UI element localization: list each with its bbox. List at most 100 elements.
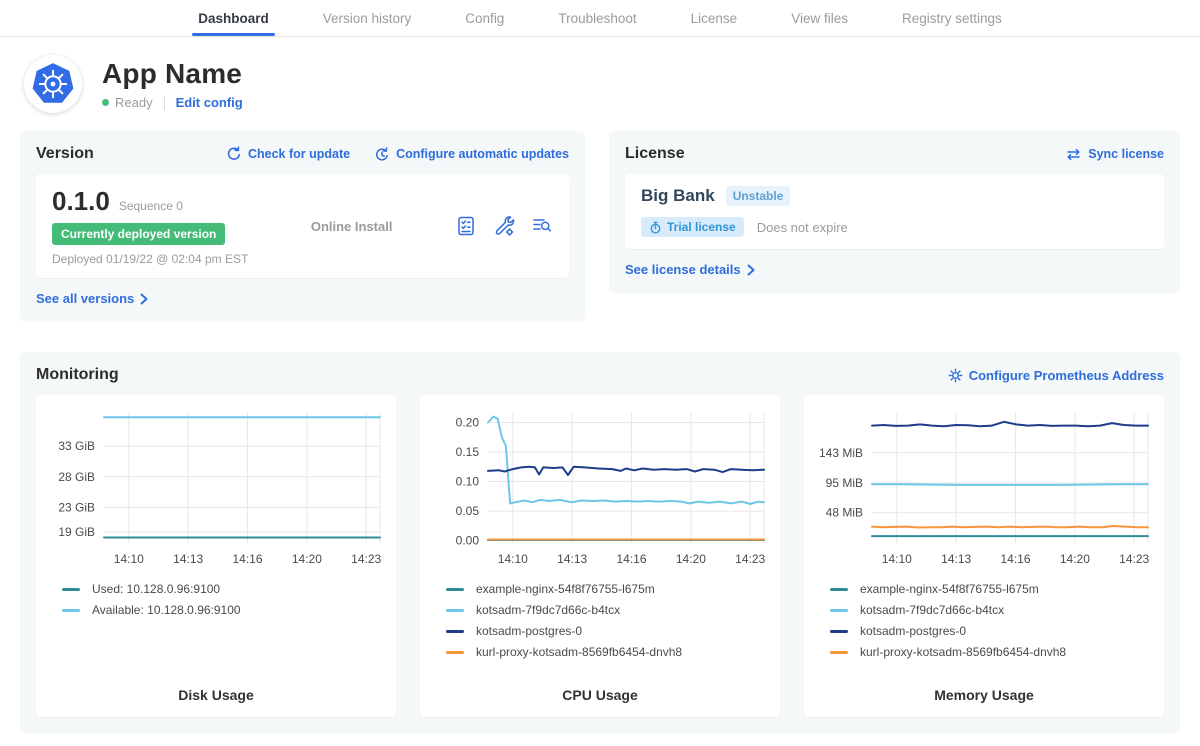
legend-label: Used: 10.128.0.96:9100 bbox=[92, 582, 220, 596]
top-navigation: Dashboard Version history Config Troublesho… bbox=[0, 0, 1200, 37]
check-for-update-button[interactable]: Check for update bbox=[226, 146, 350, 162]
install-type-label: Online Install bbox=[248, 219, 455, 234]
chart-card-disk-usage: 33 GiB28 GiB23 GiB19 GiB14:1014:1314:161… bbox=[36, 395, 396, 717]
legend-swatch bbox=[62, 609, 80, 612]
legend-label: example-nginx-54f8f76755-l675m bbox=[476, 582, 655, 596]
legend-swatch bbox=[830, 588, 848, 591]
svg-text:14:23: 14:23 bbox=[1119, 552, 1149, 566]
chart-card-memory-usage: 143 MiB95 MiB48 MiB14:1014:1314:1614:201… bbox=[804, 395, 1164, 717]
stopwatch-icon bbox=[649, 221, 662, 234]
license-type-badge: Trial license bbox=[641, 217, 744, 237]
monitoring-title: Monitoring bbox=[36, 366, 119, 384]
edit-config-wrench-icon[interactable] bbox=[493, 215, 515, 237]
tab-config[interactable]: Config bbox=[465, 0, 504, 36]
tab-license[interactable]: License bbox=[691, 0, 738, 36]
status-text: Ready bbox=[115, 95, 153, 110]
legend-item: Available: 10.128.0.96:9100 bbox=[62, 603, 386, 617]
chart-plot: 33 GiB28 GiB23 GiB19 GiB14:1014:1314:161… bbox=[46, 405, 386, 575]
svg-text:14:23: 14:23 bbox=[735, 552, 765, 566]
tab-version-history[interactable]: Version history bbox=[323, 0, 412, 36]
legend-label: kurl-proxy-kotsadm-8569fb6454-dnvh8 bbox=[860, 645, 1066, 659]
summary-cards-row: Version Check for update bbox=[20, 131, 1180, 322]
configure-prometheus-button[interactable]: Configure Prometheus Address bbox=[948, 368, 1164, 383]
chart-legend: example-nginx-54f8f76755-l675m kotsadm-7f… bbox=[430, 575, 770, 666]
version-sequence: Sequence 0 bbox=[119, 199, 183, 213]
app-logo bbox=[24, 55, 82, 113]
tab-view-files[interactable]: View files bbox=[791, 0, 848, 36]
configure-automatic-updates-button[interactable]: Configure automatic updates bbox=[374, 146, 569, 162]
svg-text:14:16: 14:16 bbox=[616, 552, 646, 566]
svg-text:0.20: 0.20 bbox=[456, 416, 480, 430]
chart-title: Disk Usage bbox=[46, 681, 386, 705]
see-all-versions-link[interactable]: See all versions bbox=[36, 291, 149, 306]
divider bbox=[164, 96, 165, 110]
legend-label: kotsadm-postgres-0 bbox=[476, 624, 582, 638]
version-card-title: Version bbox=[36, 145, 94, 163]
svg-text:0.15: 0.15 bbox=[456, 445, 480, 459]
svg-text:95 MiB: 95 MiB bbox=[826, 476, 863, 490]
license-card: License Sync license Big Bank Unstable bbox=[609, 131, 1180, 293]
svg-text:14:13: 14:13 bbox=[557, 552, 587, 566]
see-license-details-link[interactable]: See license details bbox=[625, 262, 756, 277]
refresh-icon bbox=[226, 146, 242, 162]
legend-item: kotsadm-7f9dc7d66c-b4tcx bbox=[830, 603, 1154, 617]
svg-text:14:10: 14:10 bbox=[498, 552, 528, 566]
app-header: App Name Ready Edit config bbox=[24, 55, 1180, 113]
license-panel: Big Bank Unstable Trial license Does not… bbox=[625, 174, 1164, 249]
legend-label: kotsadm-7f9dc7d66c-b4tcx bbox=[476, 603, 620, 617]
chart-card-cpu-usage: 0.20 0.15 0.10 0.05 0.00 14:10 14:13 14:16 14:20… bbox=[420, 395, 780, 717]
tab-troubleshoot[interactable]: Troubleshoot bbox=[558, 0, 636, 36]
nav-tabs: Dashboard Version history Config Troublesho… bbox=[171, 0, 1029, 36]
view-logs-icon[interactable] bbox=[531, 215, 553, 237]
chevron-right-icon bbox=[140, 293, 149, 305]
chart-plot: 143 MiB95 MiB48 MiB14:1014:1314:1614:201… bbox=[814, 405, 1154, 575]
sync-license-button[interactable]: Sync license bbox=[1065, 147, 1164, 161]
svg-text:33 GiB: 33 GiB bbox=[58, 439, 95, 453]
deployed-badge: Currently deployed version bbox=[52, 223, 225, 245]
legend-item: kotsadm-postgres-0 bbox=[830, 624, 1154, 638]
legend-label: Available: 10.128.0.96:9100 bbox=[92, 603, 241, 617]
chart-plot: 0.20 0.15 0.10 0.05 0.00 14:10 14:13 14:16 14:20… bbox=[430, 405, 770, 575]
svg-text:143 MiB: 143 MiB bbox=[819, 446, 863, 460]
customer-name: Big Bank bbox=[641, 186, 715, 206]
version-number: 0.1.0 bbox=[52, 186, 110, 217]
legend-label: example-nginx-54f8f76755-l675m bbox=[860, 582, 1039, 596]
current-version-panel: 0.1.0 Sequence 0 Currently deployed vers… bbox=[36, 174, 569, 278]
legend-swatch bbox=[62, 588, 80, 591]
svg-text:14:16: 14:16 bbox=[1000, 552, 1030, 566]
schedule-update-icon bbox=[374, 146, 390, 162]
preflight-checks-icon[interactable] bbox=[455, 215, 477, 237]
legend-label: kurl-proxy-kotsadm-8569fb6454-dnvh8 bbox=[476, 645, 682, 659]
svg-text:14:20: 14:20 bbox=[676, 552, 706, 566]
legend-swatch bbox=[446, 651, 464, 654]
legend-label: kotsadm-7f9dc7d66c-b4tcx bbox=[860, 603, 1004, 617]
legend-item: example-nginx-54f8f76755-l675m bbox=[830, 582, 1154, 596]
tab-dashboard[interactable]: Dashboard bbox=[198, 0, 269, 36]
svg-text:14:10: 14:10 bbox=[882, 552, 912, 566]
legend-item: kotsadm-7f9dc7d66c-b4tcx bbox=[446, 603, 770, 617]
svg-text:0.05: 0.05 bbox=[456, 504, 480, 518]
chart-legend: example-nginx-54f8f76755-l675m kotsadm-7f… bbox=[814, 575, 1154, 666]
legend-swatch bbox=[446, 609, 464, 612]
legend-item: Used: 10.128.0.96:9100 bbox=[62, 582, 386, 596]
legend-item: kurl-proxy-kotsadm-8569fb6454-dnvh8 bbox=[446, 645, 770, 659]
license-expiry: Does not expire bbox=[757, 220, 848, 235]
svg-text:14:16: 14:16 bbox=[232, 552, 262, 566]
monitoring-section: Monitoring Configure Prometheus Address … bbox=[20, 352, 1180, 733]
svg-text:0.00: 0.00 bbox=[456, 534, 480, 548]
tab-registry-settings[interactable]: Registry settings bbox=[902, 0, 1002, 36]
svg-text:14:13: 14:13 bbox=[173, 552, 203, 566]
svg-text:14:23: 14:23 bbox=[351, 552, 381, 566]
svg-text:0.10: 0.10 bbox=[456, 475, 480, 489]
chart-title: CPU Usage bbox=[430, 681, 770, 705]
legend-swatch bbox=[830, 609, 848, 612]
svg-text:28 GiB: 28 GiB bbox=[58, 470, 95, 484]
chart-title: Memory Usage bbox=[814, 681, 1154, 705]
dashboard-page: App Name Ready Edit config Version bbox=[0, 37, 1200, 733]
chevron-right-icon bbox=[747, 264, 756, 276]
chart-legend: Used: 10.128.0.96:9100 Available: 10.128.… bbox=[46, 575, 386, 624]
legend-swatch bbox=[446, 630, 464, 633]
legend-swatch bbox=[830, 651, 848, 654]
edit-config-link[interactable]: Edit config bbox=[176, 95, 243, 110]
version-card: Version Check for update bbox=[20, 131, 585, 322]
